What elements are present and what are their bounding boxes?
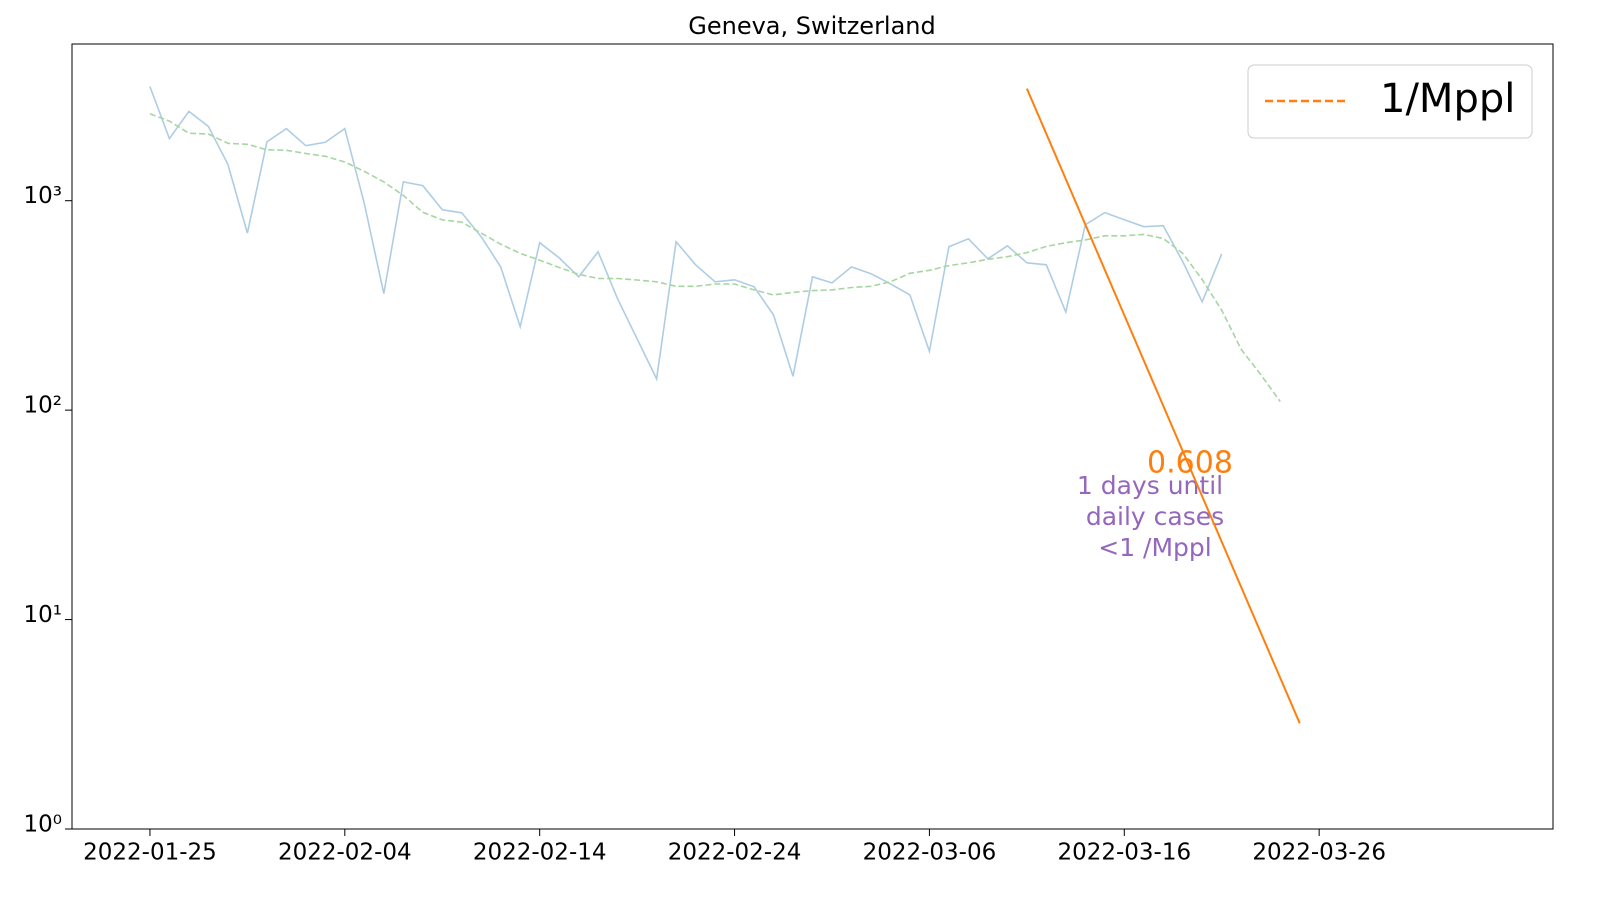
x-tick-label: 2022-02-04 [278, 840, 412, 866]
annotation-line: <1 /Mppl [1098, 533, 1211, 562]
legend-label: 1/Mppl [1380, 76, 1515, 122]
series-line [149, 86, 1223, 382]
x-tick-label: 2022-01-25 [83, 840, 217, 866]
plot-frame [71, 43, 1554, 830]
series-line [1025, 88, 1301, 724]
annotation-line: daily cases [1086, 502, 1224, 531]
y-tick-label: 10² [24, 393, 63, 419]
x-tick-label: 2022-03-06 [863, 840, 997, 866]
legend: 1/Mppl [1247, 64, 1533, 139]
y-tick-label: 10³ [24, 183, 63, 209]
y-tick-label: 10⁰ [24, 812, 63, 838]
x-tick-label: 2022-02-24 [668, 840, 802, 866]
series-line [149, 113, 1281, 402]
x-tick-label: 2022-03-16 [1057, 840, 1191, 866]
x-tick-label: 2022-03-26 [1252, 840, 1386, 866]
x-tick-label: 2022-02-14 [473, 840, 607, 866]
y-tick-label: 10¹ [24, 602, 63, 628]
annotation-line: 1 days until [1077, 471, 1223, 500]
annotation: 0.608 [1147, 446, 1233, 481]
legend-box [1247, 64, 1533, 139]
chart-title: Geneva, Switzerland [688, 12, 936, 40]
